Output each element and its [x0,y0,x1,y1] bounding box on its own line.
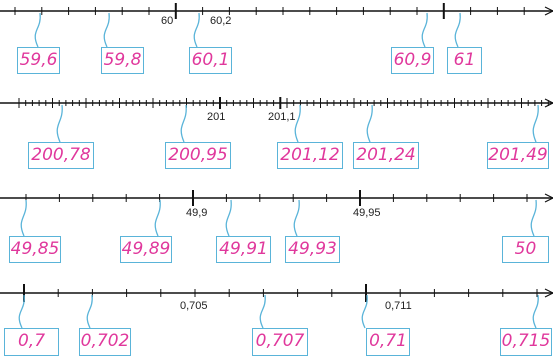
connector-line [532,104,539,143]
connector-line [56,104,63,143]
answer-box: 60,1 [189,47,232,74]
answer-box: 201,12 [277,142,343,169]
connector-line [18,294,25,329]
axis-arrow [544,288,553,298]
connector-line [454,12,461,48]
answer-box: 59,6 [17,47,60,74]
connector-line [103,12,110,48]
tick-annotation: 0,705 [180,300,208,312]
tick-annotation: 201,1 [268,111,296,123]
connector-line [293,199,300,237]
connector-line [225,199,232,237]
connector-line [20,199,27,237]
connector-line [259,294,266,329]
answer-box: 0,702 [79,328,131,356]
connector-line [193,12,200,48]
connector-line [530,199,537,237]
connector-line [34,12,41,48]
axis-arrow [544,193,553,203]
axis-arrow [544,98,553,108]
answer-box: 0,715 [500,328,552,356]
connector-line [154,199,161,237]
tick-annotation: 0,711 [385,300,412,312]
answer-box: 49,85 [9,236,61,263]
answer-box: 60,9 [391,47,434,74]
axis-arrow [544,6,553,16]
tick-annotation: 201 [207,111,226,123]
connector-line [532,294,539,329]
connector-line [366,104,373,143]
answer-box: 201,24 [353,142,419,169]
answer-box: 201,49 [487,142,549,169]
answer-box: 200,95 [165,142,231,169]
answer-box: 0,707 [252,328,308,356]
connector-line [180,104,187,143]
connector-line [294,104,301,143]
answer-box: 49,89 [120,236,172,263]
answer-box: 50 [502,236,549,263]
answer-box: 49,93 [285,236,340,263]
answer-box: 61 [447,47,482,74]
tick-annotation: 49,95 [353,207,381,219]
answer-box: 200,78 [28,142,94,169]
connector-line [86,294,93,329]
connector-line [421,12,428,48]
tick-annotation: 49,9 [186,207,208,219]
tick-annotation: 60 [161,15,174,27]
answer-box: 59,8 [101,47,144,74]
answer-box: 0,71 [366,328,410,356]
answer-box: 49,91 [216,236,271,263]
tick-annotation: 60,2 [210,15,232,27]
connector-line [361,294,368,329]
answer-box: 0,7 [4,328,59,356]
